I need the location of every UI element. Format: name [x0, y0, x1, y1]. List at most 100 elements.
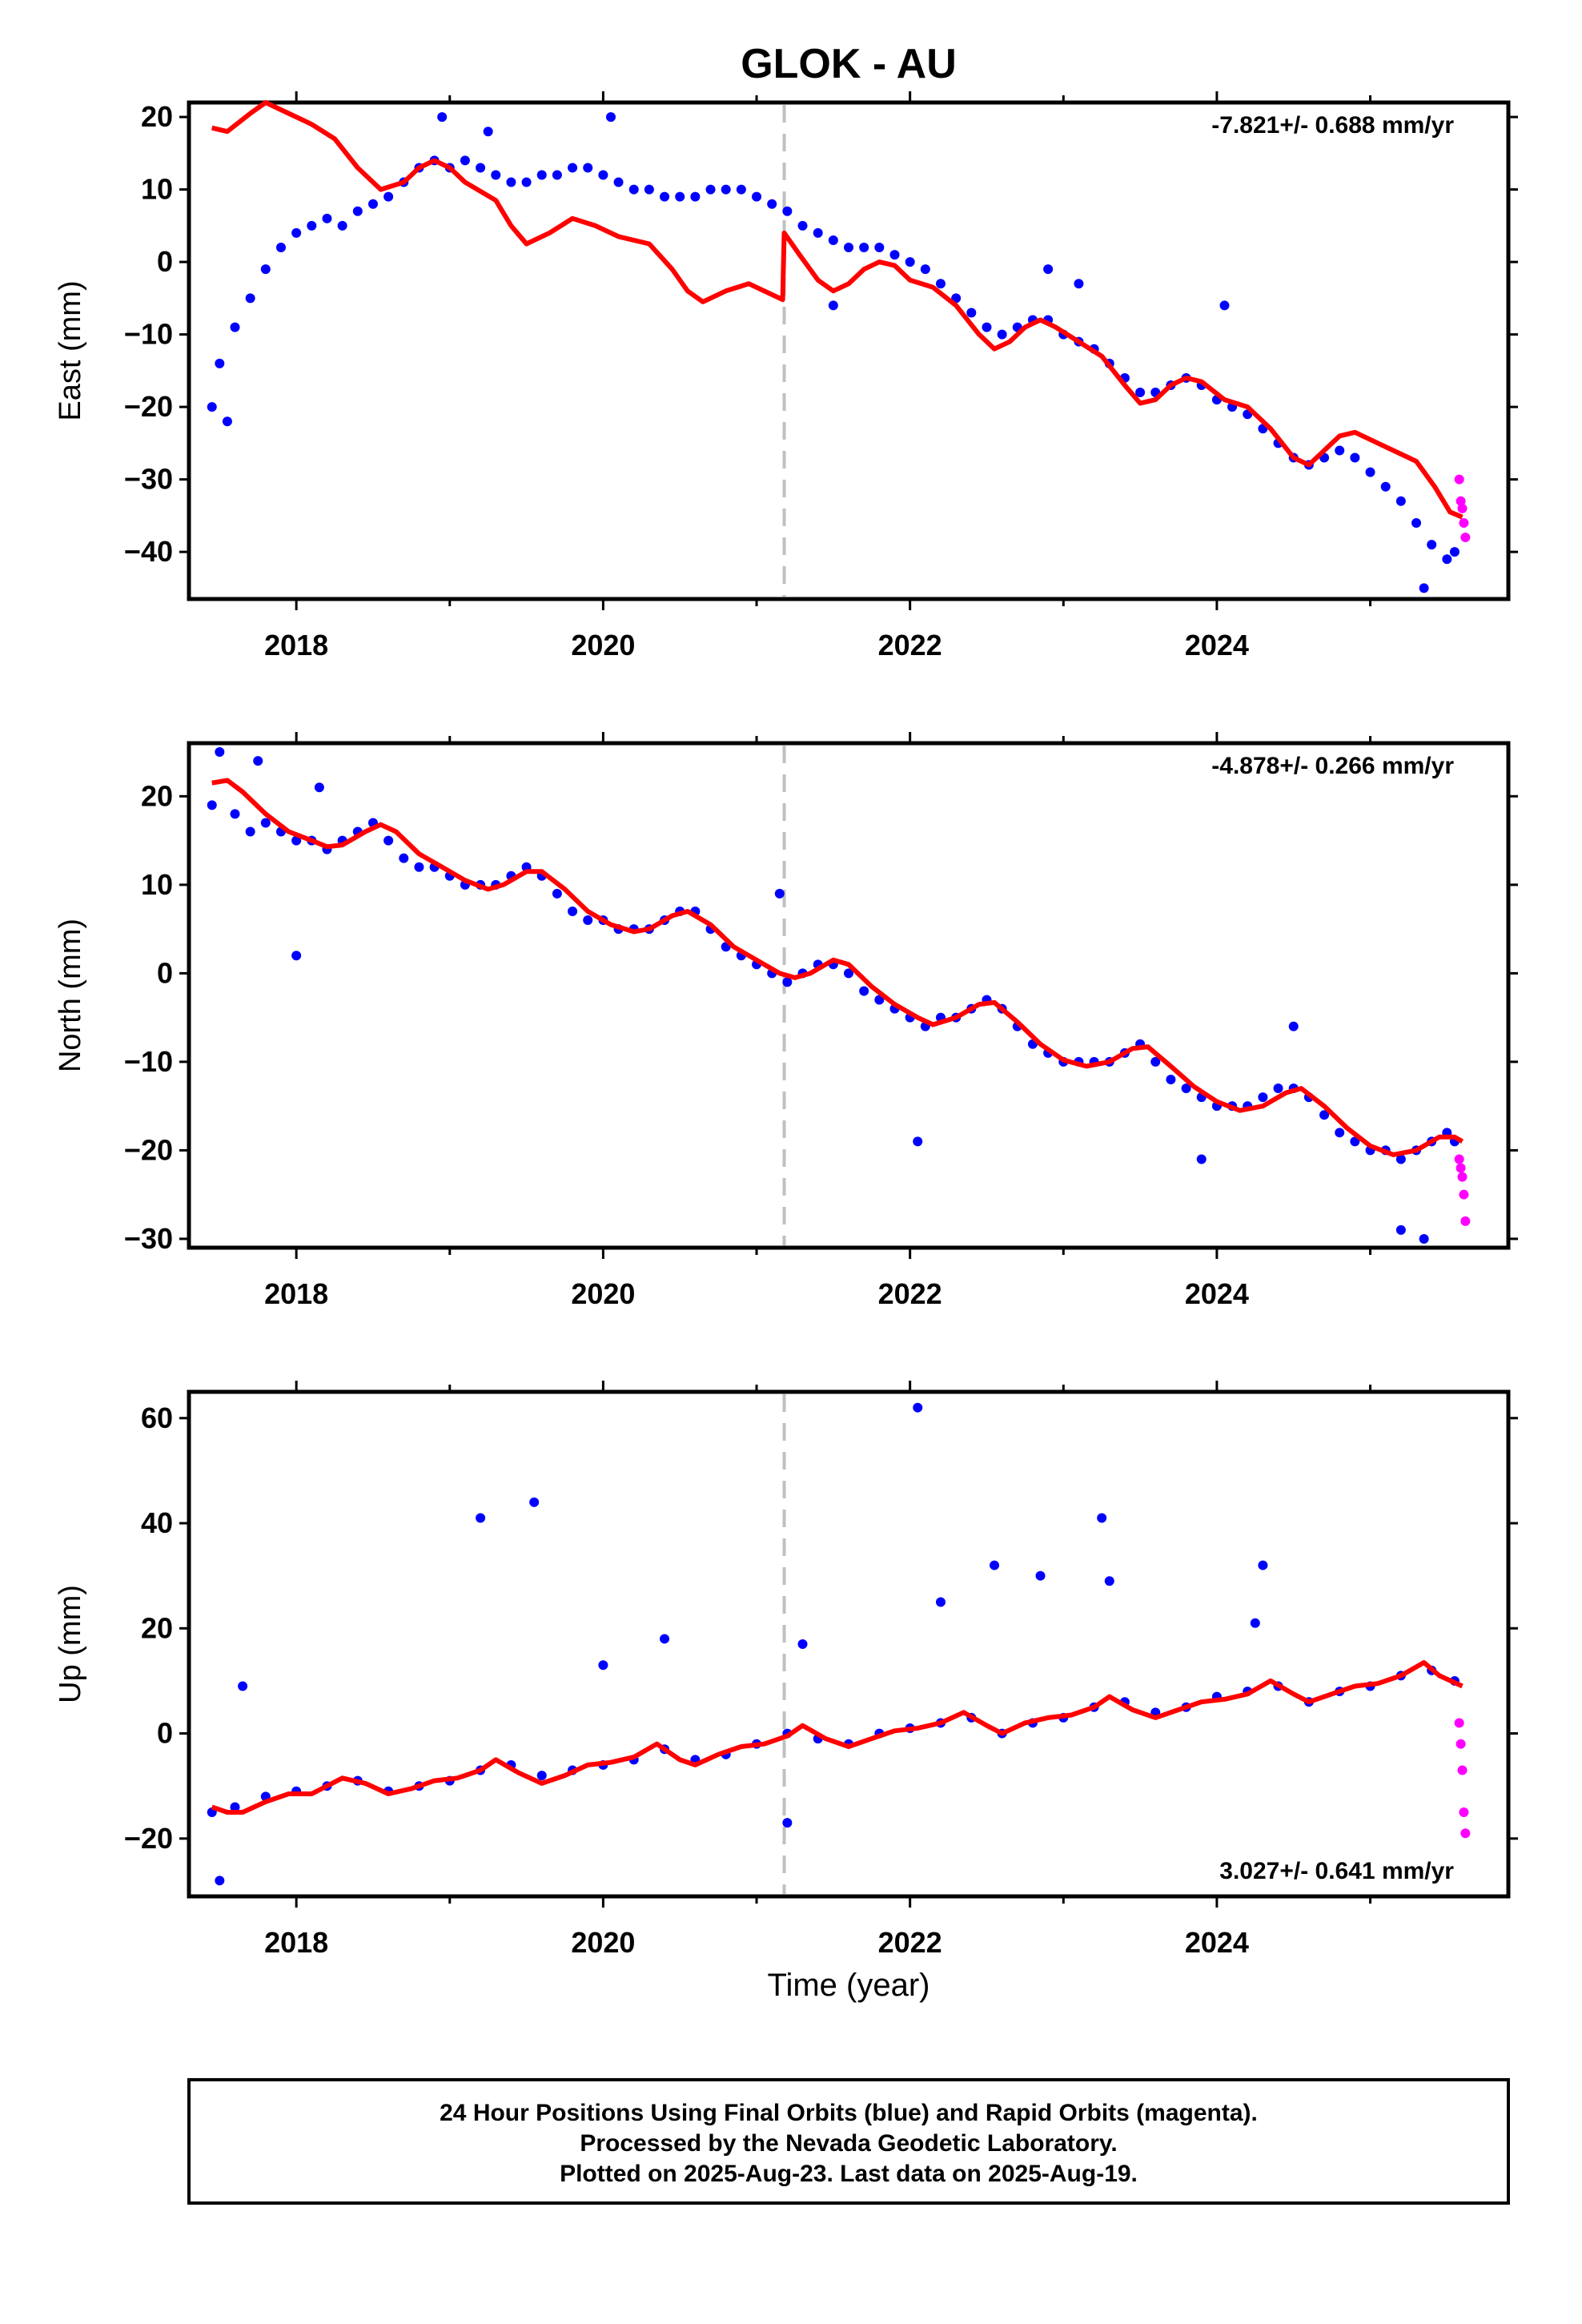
east-final-point — [307, 220, 317, 231]
up-y-tick-label: 60 — [141, 1401, 173, 1434]
north-y-tick-label: −20 — [124, 1133, 173, 1166]
east-final-point — [935, 279, 946, 289]
east-final-point — [1411, 517, 1422, 528]
east-final-point — [1074, 279, 1084, 289]
north-y-tick-label: −30 — [124, 1222, 173, 1255]
panel-east: 20 10 0 −10 −20 −30 −40 2018 2020 2022 2024 East (m… — [54, 91, 1518, 661]
footer-line-2: Processed by the Nevada Geodetic Laborat… — [580, 2130, 1117, 2157]
up-final-point — [1097, 1513, 1107, 1523]
east-final-point — [1219, 300, 1230, 311]
east-final-point — [476, 163, 486, 173]
east-y-tick-label: −30 — [124, 463, 173, 496]
east-final-point — [767, 199, 777, 209]
east-y-tick-label: −10 — [124, 318, 173, 351]
north-final-point — [844, 968, 853, 979]
up-x-tick-label: 2024 — [1185, 1926, 1249, 1959]
north-x-tick-label: 2018 — [264, 1277, 328, 1310]
north-final-point — [874, 995, 885, 1005]
up-final-point — [536, 1771, 547, 1781]
up-final-point — [476, 1513, 486, 1523]
up-y-axis-label: Up (mm) — [54, 1585, 87, 1703]
north-final-point — [253, 756, 263, 766]
east-final-point — [260, 264, 271, 275]
east-final-point — [628, 184, 639, 195]
north-rapid-point — [1460, 1216, 1471, 1226]
east-rapid-point — [1457, 503, 1468, 513]
east-rapid-point — [1459, 517, 1469, 528]
north-y-tick-label: −10 — [124, 1045, 173, 1078]
east-x-tick-label: 2020 — [571, 629, 635, 661]
north-final-point — [291, 951, 302, 961]
east-final-point — [920, 264, 930, 275]
east-final-point — [460, 155, 470, 166]
east-y-tick-label: −40 — [124, 535, 173, 568]
north-final-point — [399, 853, 409, 863]
panel-north: 20 10 0 −10 −20 −30 2018 2020 2022 2024 North (mm)… — [54, 732, 1518, 1310]
up-final-point — [797, 1639, 808, 1649]
east-final-point — [660, 191, 670, 202]
east-final-point — [552, 170, 562, 180]
east-final-point — [383, 191, 394, 202]
north-rate-label: -4.878+/- 0.266 mm/yr — [1211, 753, 1454, 779]
north-final-point — [1288, 1021, 1299, 1031]
up-final-point — [935, 1597, 946, 1607]
east-final-point — [782, 206, 793, 216]
north-final-point — [291, 835, 302, 846]
east-final-point — [1380, 481, 1391, 492]
north-final-point — [1395, 1154, 1406, 1164]
east-final-point — [437, 112, 448, 123]
east-y-tick-label: 10 — [141, 173, 173, 206]
footer-line-1: 24 Hour Positions Using Final Orbits (bl… — [440, 2100, 1258, 2126]
up-y-tick-label: 40 — [141, 1506, 173, 1539]
east-final-point — [675, 191, 685, 202]
north-model-curve — [211, 778, 1464, 1157]
north-final-point — [774, 888, 785, 899]
north-final-point — [1181, 1084, 1191, 1094]
north-rapid-points — [1454, 1154, 1471, 1226]
east-final-point — [521, 177, 532, 187]
up-rapid-points — [1454, 1718, 1471, 1839]
east-final-point — [797, 220, 808, 231]
north-final-point — [245, 826, 255, 837]
east-y-axis-label: East (mm) — [54, 280, 87, 420]
east-final-point — [844, 243, 853, 253]
east-final-point — [483, 127, 493, 137]
east-final-point — [1350, 452, 1360, 463]
east-final-point — [613, 177, 624, 187]
east-final-point — [291, 227, 302, 238]
north-final-point — [1419, 1233, 1429, 1244]
panel-up: 60 40 20 0 −20 2018 2020 2022 2024 Up (mm) 3.027+/… — [54, 1381, 1518, 1959]
east-y-tick-label: 0 — [157, 245, 173, 278]
up-final-point — [1258, 1560, 1268, 1570]
north-final-point — [1258, 1092, 1268, 1103]
north-final-point — [215, 747, 225, 758]
east-final-point — [1365, 467, 1375, 477]
up-rapid-point — [1457, 1765, 1468, 1775]
up-final-point — [230, 1802, 240, 1812]
east-final-point — [322, 213, 332, 223]
north-final-point — [414, 862, 424, 872]
east-final-point — [1335, 445, 1345, 456]
east-rate-label: -7.821+/- 0.688 mm/yr — [1211, 112, 1454, 139]
north-final-point — [1350, 1136, 1360, 1147]
east-final-point — [752, 191, 762, 202]
up-final-point — [215, 1876, 225, 1886]
east-final-point — [997, 329, 1007, 340]
north-rapid-point — [1459, 1189, 1469, 1200]
up-final-point — [913, 1402, 923, 1413]
east-final-point — [1043, 264, 1054, 275]
east-final-point — [583, 163, 593, 173]
north-final-point — [260, 818, 271, 828]
north-final-point — [552, 888, 562, 899]
east-rapid-point — [1460, 533, 1471, 543]
up-y-tick-label: 0 — [157, 1717, 173, 1750]
up-rate-label: 3.027+/- 0.641 mm/yr — [1219, 1858, 1454, 1884]
footer-box — [187, 2078, 1510, 2205]
east-final-point — [813, 227, 823, 238]
east-final-point — [568, 163, 578, 173]
east-final-point — [1442, 554, 1452, 565]
east-rapid-point — [1456, 496, 1466, 506]
east-final-point — [207, 402, 217, 412]
up-final-point — [598, 1660, 608, 1671]
